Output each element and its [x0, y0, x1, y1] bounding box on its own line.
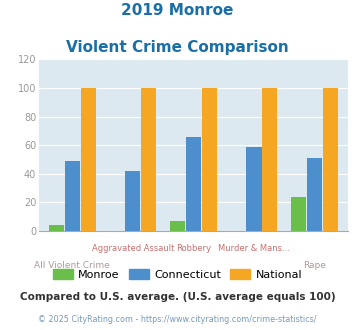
- Bar: [246, 147, 262, 231]
- Bar: [65, 161, 80, 231]
- Text: Murder & Mans...: Murder & Mans...: [218, 244, 290, 253]
- Text: Rape: Rape: [303, 261, 326, 270]
- Text: 2019 Monroe: 2019 Monroe: [121, 3, 234, 18]
- Legend: Monroe, Connecticut, National: Monroe, Connecticut, National: [48, 265, 307, 284]
- Bar: [49, 225, 64, 231]
- Bar: [291, 197, 306, 231]
- Bar: [307, 158, 322, 231]
- Text: Violent Crime Comparison: Violent Crime Comparison: [66, 40, 289, 54]
- Text: All Violent Crime: All Violent Crime: [34, 261, 110, 270]
- Bar: [125, 171, 141, 231]
- Text: Compared to U.S. average. (U.S. average equals 100): Compared to U.S. average. (U.S. average …: [20, 292, 335, 302]
- Bar: [170, 221, 185, 231]
- Text: © 2025 CityRating.com - https://www.cityrating.com/crime-statistics/: © 2025 CityRating.com - https://www.city…: [38, 315, 317, 324]
- Bar: [262, 88, 277, 231]
- Bar: [141, 88, 156, 231]
- Bar: [202, 88, 217, 231]
- Bar: [186, 137, 201, 231]
- Bar: [323, 88, 338, 231]
- Text: Robbery: Robbery: [176, 244, 211, 253]
- Bar: [81, 88, 96, 231]
- Text: Aggravated Assault: Aggravated Assault: [92, 244, 174, 253]
